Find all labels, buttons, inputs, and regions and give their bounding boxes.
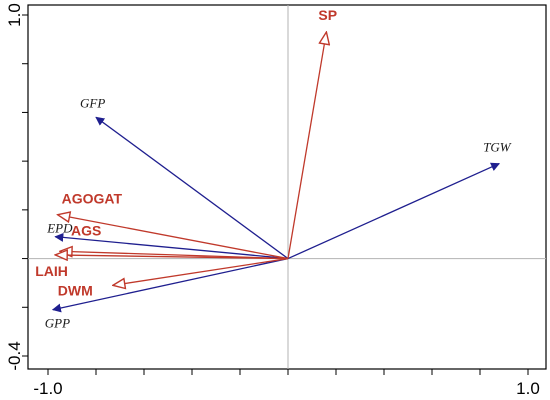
vector-arrow-gpp [51,257,289,313]
vector-label-ags: AGS [71,222,101,238]
vector-arrow-laih [55,255,289,259]
vector-arrow-agogat [58,215,289,260]
vector-label-dwm: DWM [58,282,93,298]
vector-label-agogat: AGOGAT [62,191,123,207]
vector-arrow-dwm [113,257,289,286]
x-tick-label: -1.0 [33,379,62,398]
vector-arrow-gfp [95,116,289,260]
vector-label-sp: SP [318,7,337,23]
x-tick-label: 1.0 [516,379,540,398]
vector-arrow-sp [287,32,326,259]
axis-ticks: -1.0 1.0 -0.4 1.0 [5,3,540,398]
vector-arrow-epd [54,232,289,260]
vectors [51,32,501,313]
vector-label-epd: EPD [46,221,73,236]
reference-lines [28,5,546,369]
plot-frame [27,4,547,370]
vector-label-tgw: TGW [483,140,512,155]
vector-labels: GFP TGW EPD GPP SP AGOGAT AGS LAIH DWM [35,7,512,331]
vector-arrow-tgw [287,162,501,260]
vector-label-gfp: GFP [80,95,105,110]
vector-label-gpp: GPP [45,316,70,331]
vector-label-laih: LAIH [35,263,68,279]
y-tick-label: -0.4 [5,341,24,370]
y-tick-label: 1.0 [5,3,24,27]
